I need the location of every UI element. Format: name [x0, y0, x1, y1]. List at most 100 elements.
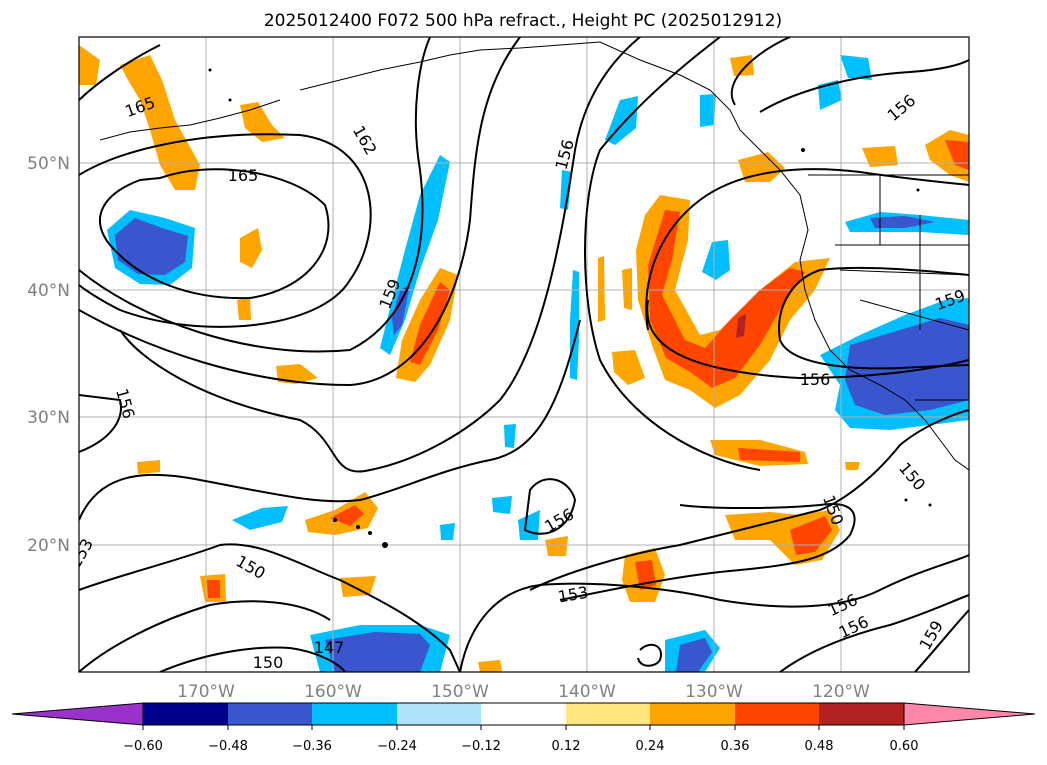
shade-pos-south-hawaii-core [330, 505, 364, 526]
contour-156-east [584, 37, 761, 471]
contour-150 [79, 543, 461, 672]
lon-label-160w: 160°W [304, 682, 362, 702]
contour-156-hawaii [523, 478, 577, 535]
shade-neg-small-b [504, 424, 516, 448]
lon-label-120w: 120°W [812, 682, 870, 702]
colorbar-tick-label: −0.48 [208, 739, 248, 754]
colorbar-tick-label: −0.24 [377, 739, 417, 754]
shade-neg-central-core [392, 285, 410, 335]
shade-pos-sw1 [137, 460, 160, 474]
shade-pos-south-small [478, 660, 502, 672]
colorbar-tick-label: 0.24 [636, 739, 665, 754]
colorbar-swatch [481, 703, 566, 725]
shade-pos-sw3 [340, 576, 376, 597]
shade-neg-small-d [440, 523, 455, 540]
contour-156 [79, 394, 122, 453]
shade-pos-south-mid [545, 536, 568, 556]
shade-pos-streak2 [622, 268, 632, 310]
shade-neg-small-c [492, 496, 512, 514]
colorbar-swatch [312, 703, 397, 725]
lon-label-130w: 130°W [685, 682, 743, 702]
shade-pos-tiny [845, 462, 860, 470]
contour-159-south [779, 594, 969, 672]
contour-156-coast [646, 299, 969, 380]
contour-150b [529, 409, 969, 591]
colorbar-swatch [819, 703, 904, 725]
contour-small-south [637, 643, 662, 667]
colorbar-tick-label: −0.36 [292, 739, 332, 754]
colorbar-tick-label: −0.12 [461, 739, 501, 754]
lat-label-50n: 50°N [27, 154, 70, 174]
contour-156-south [459, 554, 969, 672]
graticule [79, 37, 969, 672]
map-panel: 165 165 162 156 156 159 159 156 156 156 … [78, 36, 970, 673]
contour-159-ne [730, 37, 791, 106]
colorbar-swatch [650, 703, 735, 725]
contour-156-loop [645, 168, 969, 331]
shade-neg-ne [840, 55, 872, 80]
shade-neg-sw [232, 506, 288, 530]
colorbar-frame [142, 702, 905, 726]
contour-156-main [119, 37, 641, 473]
shade-pos-aleutian [240, 102, 285, 142]
contour-label: 156 [800, 370, 831, 389]
shade-pos-nw [120, 55, 200, 190]
colorbar-ticks [142, 725, 905, 730]
shade-pos-mid-east-core [738, 448, 800, 462]
shade-pos-small2 [237, 298, 251, 320]
shade-pos-bc [738, 152, 785, 182]
contour-162 [79, 133, 372, 328]
colorbar-swatch [397, 703, 481, 725]
shade-neg-east-blob [702, 240, 730, 280]
shade-neg-coast [845, 318, 969, 415]
longitude-labels: 170°W 160°W 150°W 140°W 130°W 120°W [177, 682, 870, 702]
colorbar-tick-label: −0.60 [123, 739, 163, 754]
shade-pos-sm1 [862, 146, 898, 167]
refractivity-shading [79, 45, 969, 672]
shade-neg-south-big-core [325, 632, 430, 672]
contour-165-low [99, 168, 330, 300]
contour-label: 147 [314, 638, 345, 657]
lat-label-20n: 20°N [27, 536, 70, 556]
contour-153-se [914, 609, 969, 672]
height-contours [79, 37, 969, 672]
lon-label-140w: 140°W [558, 682, 616, 702]
shade-pos-sm2 [730, 55, 754, 76]
shade-neg-nw [115, 218, 188, 275]
colorbar-swatch [735, 703, 819, 725]
contour-162b [79, 37, 431, 353]
shade-pos-central-core [410, 282, 450, 365]
contour-label: 150 [253, 653, 284, 672]
lat-label-30n: 30°N [27, 408, 70, 428]
shade-neg-north2 [700, 94, 716, 127]
shade-neg-ne2 [818, 80, 842, 110]
contour-159 [79, 37, 521, 387]
shade-pos-west-east [612, 350, 645, 385]
shade-neg-streak1 [570, 270, 579, 380]
shade-pos-east-max [736, 314, 746, 338]
contour-156-ne [759, 59, 969, 113]
colorbar-under-arrow [11, 702, 144, 726]
contour-153 [79, 319, 581, 521]
islands [208, 68, 932, 548]
shade-pos-east-core [648, 210, 805, 388]
latitude-labels: 50°N 40°N 30°N 20°N [27, 154, 70, 556]
colorbar: −0.60 −0.48 −0.36 −0.24 −0.12 0.12 0.24 … [11, 702, 1036, 754]
shade-pos-small1 [240, 228, 262, 268]
lon-label-170w: 170°W [177, 682, 235, 702]
map-background [79, 37, 969, 672]
colorbar-tick-label: 0.12 [552, 739, 581, 754]
shade-neg-inland-core [870, 216, 935, 228]
lat-label-40n: 40°N [27, 281, 70, 301]
map-frame [78, 36, 970, 673]
shade-pos-sw2-core [207, 580, 220, 598]
shade-pos-nw-edge [79, 45, 100, 85]
colorbar-swatch [566, 703, 650, 725]
contour-label: 165 [228, 166, 259, 185]
colorbar-tick-label: 0.60 [890, 739, 919, 754]
contour-153b [559, 503, 856, 601]
contour-165-north [79, 44, 161, 101]
figure-title: 2025012400 F072 500 hPa refract., Height… [264, 11, 782, 31]
shade-neg-south-east-core [676, 638, 712, 672]
